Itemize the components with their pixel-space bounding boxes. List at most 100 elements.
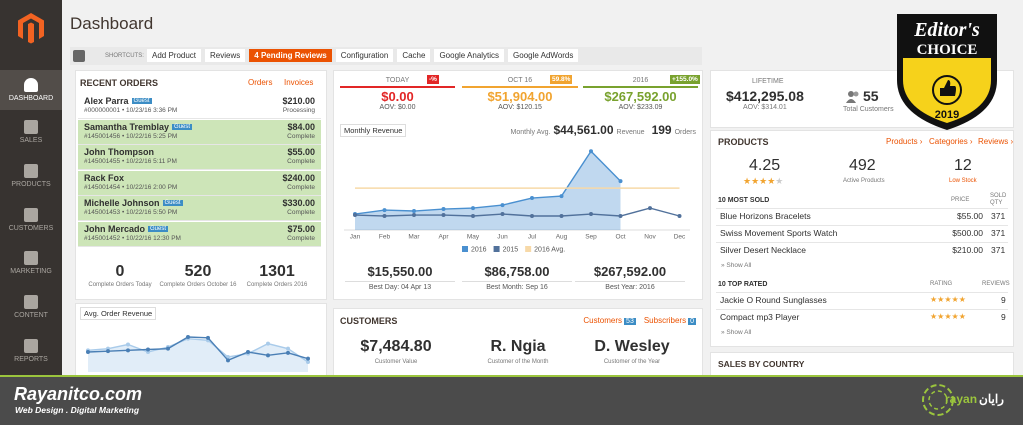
guest-tag: Guest [148, 225, 169, 232]
panel-link[interactable]: Products › [886, 137, 923, 146]
point [382, 213, 387, 218]
panel-link[interactable]: Reviews › [978, 137, 1014, 146]
row-rule [716, 242, 1008, 243]
shortcut[interactable]: Google Analytics [434, 49, 505, 62]
order-stat-value: 520 [184, 263, 212, 280]
point [306, 360, 310, 364]
order-row[interactable]: Rack Fox #145001454 • 10/22/16 2:00 PM $24… [78, 170, 321, 196]
order-stat-value: 0 [115, 263, 125, 280]
legend-swatch [493, 246, 500, 252]
avg-label: Monthly Avg. [510, 129, 551, 136]
lifetime-label: LIFETIME [752, 78, 784, 85]
customer-stat-label: Customer of the Month [487, 359, 549, 365]
point [412, 209, 416, 214]
name: John Mercado [84, 223, 146, 234]
order-row[interactable]: Samantha Tremblay Guest #145001456 • 10/22… [78, 119, 321, 145]
nav-item[interactable]: MARKETING [0, 243, 62, 283]
point [441, 213, 446, 218]
nav-item[interactable]: CONTENT [0, 287, 62, 327]
customer-name: John Thompson [84, 147, 154, 157]
avg-order-chart [86, 335, 310, 372]
order-row[interactable]: John Thompson #145001455 • 10/22/16 5:11 … [78, 145, 321, 170]
x-tick-label: Apr [438, 234, 449, 241]
point [618, 213, 623, 218]
x-tick-label: Jul [528, 234, 537, 241]
nav-icon [24, 164, 38, 178]
shortcut[interactable]: 4 Pending Reviews [249, 49, 332, 62]
nav-item[interactable]: SALES [0, 112, 62, 152]
guest-tag: Guest [172, 123, 193, 130]
point [648, 206, 652, 211]
nav-item[interactable]: PRODUCTS [0, 156, 62, 196]
panel-link[interactable]: Categories › [929, 137, 973, 146]
shortcut[interactable]: Configuration [335, 49, 394, 62]
shortcut[interactable]: Cache [397, 49, 431, 62]
customer-name: John Mercado Guest [84, 223, 169, 234]
logo [18, 13, 44, 44]
point [382, 208, 387, 213]
point [471, 213, 475, 218]
period-change: 59.8% [550, 75, 573, 84]
low-stock: 12 [954, 157, 972, 174]
order-row[interactable]: Alex Parra Guest #000000001 • 10/23/16 3:3… [78, 94, 321, 119]
shortcut[interactable]: Google AdWords [508, 49, 579, 62]
order-row[interactable]: Michelle Johnson Guest #145001453 • 10/22/… [78, 196, 321, 221]
nav-item[interactable]: DASHBOARD [0, 70, 62, 110]
nav-icon [24, 78, 38, 92]
order-stat-label: Complete Orders Today [88, 282, 152, 288]
x-tick-label: Dec [674, 234, 686, 241]
period-label: OCT 16 [507, 77, 533, 84]
line [87, 336, 309, 362]
point [106, 349, 110, 354]
point [559, 213, 564, 218]
point [559, 194, 564, 199]
revenue-panel [333, 70, 703, 300]
order-meta: #145001455 • 10/22/16 5:11 PM [84, 158, 177, 165]
nav-item[interactable]: CUSTOMERS [0, 200, 62, 240]
rating-value: 4.25 [749, 157, 781, 174]
period-rule [583, 86, 698, 88]
customer-links: Customers 53 Subscribers 0 [583, 316, 696, 325]
area [355, 151, 621, 230]
point [266, 341, 270, 346]
shortcut[interactable]: Add Product [147, 49, 202, 62]
x-tick-label: Mar [408, 234, 420, 241]
point [530, 213, 534, 218]
chart-title: Avg. Order Revenue [80, 307, 157, 320]
point [530, 196, 534, 201]
shortcut[interactable]: Reviews [205, 49, 246, 62]
order-amount: $55.00 [287, 147, 315, 157]
review-count: 9 [1001, 295, 1006, 305]
customer-link[interactable]: Customers 53 [583, 316, 636, 325]
customer-link[interactable]: Subscribers 0 [644, 316, 696, 325]
line [354, 150, 621, 215]
legend-label: 2016 Avg. [534, 246, 565, 253]
x-tick-label: Sep [585, 234, 597, 241]
panel-title: PRODUCTS [718, 137, 769, 147]
order-meta: #145001452 • 10/22/16 12:30 PM [84, 234, 181, 242]
show-all[interactable]: » Show All [721, 262, 752, 269]
order-status: Complete [287, 234, 315, 242]
panel-link[interactable]: Orders [248, 78, 273, 87]
period-aov: AOV: $0.00 [379, 104, 416, 111]
order-row[interactable]: John Mercado Guest #145001452 • 10/22/16 1… [78, 221, 321, 247]
review-count: 9 [1001, 312, 1006, 322]
line [87, 337, 309, 363]
row-rule [716, 225, 1008, 226]
customer-stat: D. Wesley [594, 338, 670, 355]
customer-stat-label: Customer of the Year [603, 359, 661, 365]
product-name: Silver Desert Necklace [720, 245, 806, 255]
order-meta: #145001456 • 10/22/16 5:25 PM [84, 132, 178, 140]
nav-item[interactable]: REPORTS [0, 331, 62, 371]
footer-logo: rayan رایان [945, 392, 1004, 406]
show-all[interactable]: » Show All [721, 329, 752, 336]
row-rule [716, 292, 1008, 293]
point [589, 149, 593, 154]
order-stat-label: Complete Orders October 16 [159, 282, 237, 288]
column-head: RATING [930, 281, 953, 287]
order-amount: $84.00 [287, 121, 315, 132]
product-price: $500.00 [952, 228, 983, 238]
panel-link[interactable]: Invoices [284, 78, 314, 87]
nav-label: REPORTS [14, 356, 48, 363]
customer-stat: $7,484.80 [360, 338, 432, 355]
